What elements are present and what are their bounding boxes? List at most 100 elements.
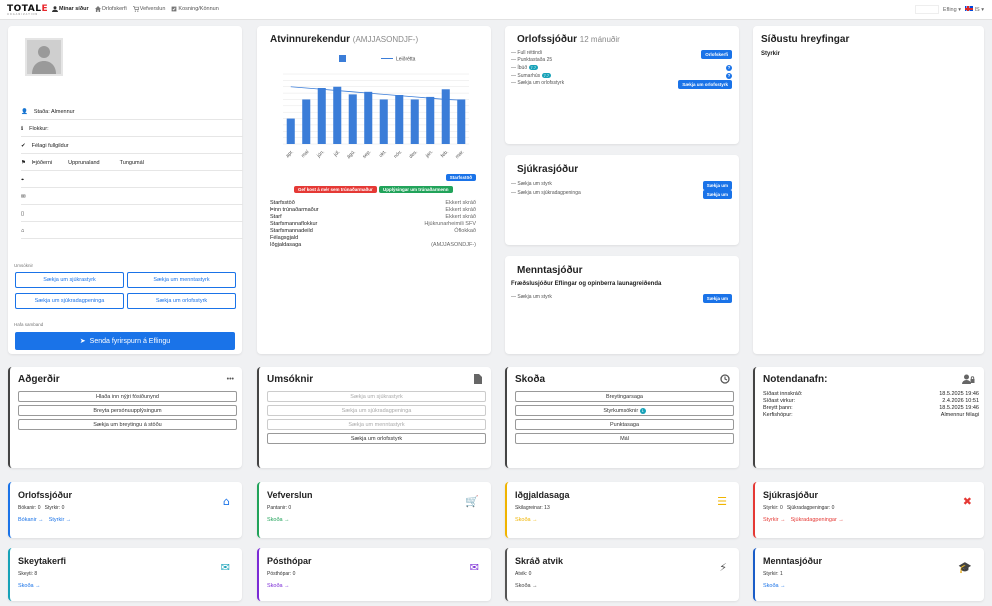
info-row: Kerfishópur: Almennur félagi [763, 412, 979, 418]
recent-subtitle: Styrkir [761, 51, 781, 57]
change-status-button[interactable]: Sækja um breytingu á stöðu [18, 419, 237, 430]
tile-links: Skoða → [18, 583, 41, 589]
tile-link[interactable]: Skoða → [763, 583, 786, 589]
skoda-buttons: Breytingarsaga Styrkumsóknir 1 Punktasag… [515, 391, 734, 447]
styrkumsoknir-button[interactable]: Styrkumsóknir 1 [515, 405, 734, 416]
avatar[interactable] [25, 38, 63, 76]
orlofskerfi-button[interactable]: Orlofskerfi [701, 50, 732, 59]
agerdir-title: Aðgerðir [18, 374, 60, 385]
more-icon[interactable]: ••• [226, 376, 234, 383]
tile-link[interactable]: Bókanir → [18, 517, 44, 523]
tile-skeytakerfi: Skeytakerfi ✉ Skeyti: 8 Skoða → [8, 548, 242, 601]
tile-i-gjaldasaga: Iðgjaldasaga ☰ Skilagreinar: 13 Skoða → [505, 482, 739, 538]
umsokn-menntastyrk-button[interactable]: Sækja um menntastyrk [267, 419, 486, 430]
tile-title: Sjúkrasjóður [763, 490, 819, 500]
orlof-title: Orlofssjóður 12 mánuðir [517, 34, 620, 45]
tile-title: Iðgjaldasaga [515, 490, 570, 500]
user-box[interactable] [914, 5, 939, 14]
phone-icon: ▯ [21, 211, 25, 217]
breytingarsaga-button[interactable]: Breytingarsaga [515, 391, 734, 402]
graduation-icon: 🎓 [958, 561, 972, 574]
logo[interactable]: TOTALE ORGANIZATION [7, 4, 49, 16]
profile-row-bank: ⌂ [21, 224, 243, 239]
nav-minar-sidur[interactable]: Mínar síður [52, 6, 89, 12]
chart-bar [379, 99, 388, 144]
close-circle-icon: ✖ [962, 495, 972, 508]
chart-bar [317, 88, 326, 144]
sumarhus-badge: 7.7 [541, 73, 552, 78]
tile-p-sth-par: Pósthópar ✉ Pósthópar: 0 Skoða → [257, 548, 491, 601]
btn-menntastyrk[interactable]: Sækja um menntastyrk [127, 272, 236, 288]
chart-bar [410, 99, 419, 144]
sjukra-rows: — Sækja um styrk Sækja um — Sækja um sjúk… [511, 181, 732, 199]
profile-row-phone: ▯ [21, 207, 243, 222]
trunadarmenn-info-button[interactable]: Upplýsingar um trúnaðarmenn [379, 186, 453, 193]
starfsstod-button[interactable]: Starfsstöð [445, 174, 476, 181]
btn-sjukrastyrk[interactable]: Sækja um sjúkrastyrk [15, 272, 124, 288]
tile-link[interactable]: Styrkir → [763, 517, 786, 523]
orlofsstyrk-button[interactable]: Sækja um orlofsstyrk [678, 80, 732, 89]
home-icon [94, 6, 101, 12]
bolt-icon: ⚡ [719, 561, 727, 574]
umsokn-sjukradagpeningar-button[interactable]: Sækja um sjúkradagpeninga [267, 405, 486, 416]
lang-menu[interactable]: IS ▾ [964, 6, 984, 13]
mennta-card: Menntasjóður Fræðslusjóður Eflingar og o… [505, 256, 739, 354]
agerdir-buttons: Hlaða inn nýjri fósiðunynd Breyta persón… [18, 391, 237, 433]
tile-links: Skoða → [515, 517, 538, 523]
nav-vefverslun[interactable]: Vefverslun [132, 6, 165, 12]
trunadarmadur-offer-button[interactable]: Gef kost á mér sem trúnaðarmaður [294, 186, 377, 193]
tile-stats: Styrkir: 1 [763, 571, 783, 577]
bank-icon: ⌂ [21, 228, 25, 234]
tile-link[interactable]: Skoða → [267, 583, 290, 589]
x-tick-label: okt. [378, 149, 388, 159]
umsokn-orlofsstyrk-button[interactable]: Sækja um orlofsstyrk [267, 433, 486, 444]
info-row: Breytt þann: 18.5.2025 19:46 [763, 405, 979, 411]
tile-orlofssj-ur: Orlofssjóður ⌂ Bókanir: 0 Styrkir: 0 Bók… [8, 482, 242, 538]
notendanafn-card: Notendanafn: Síðast innskráð: 18.5.2025 1… [753, 367, 984, 468]
mal-button[interactable]: Mál [515, 433, 734, 444]
skoda-card: Skoða Breytingarsaga Styrkumsóknir 1 Pun… [505, 367, 739, 468]
history-icon [720, 374, 730, 384]
list-icon: ☰ [717, 495, 727, 508]
sjukra-dagpeningar-button[interactable]: Sækja um [702, 190, 732, 199]
help-icon[interactable]: ? [726, 64, 732, 71]
btn-sjukradagpeningar[interactable]: Sækja um sjúkradagpeninga [15, 293, 124, 309]
home-icon: ⌂ [223, 495, 230, 508]
tile-link[interactable]: Skoða → [267, 517, 290, 523]
nav-orlofskerfi[interactable]: Orlofskerfi [94, 6, 127, 12]
btn-orlofsstyrk[interactable]: Sækja um orlofsstyrk [127, 293, 236, 309]
send-inquiry-button[interactable]: ➤ Senda fyrirspurn á Eflingu [15, 332, 235, 350]
x-tick-label: nóv. [393, 149, 404, 160]
tile-link[interactable]: Skoða → [18, 583, 41, 589]
help-icon[interactable]: ? [726, 72, 732, 79]
profile-row-flokkur: ℹ Flokkur: [21, 122, 243, 137]
top-nav: Mínar síður Orlofskerfi Vefverslun Kosni… [52, 6, 219, 12]
umsokn-sjukrastyrk-button[interactable]: Sækja um sjúkrastyrk [267, 391, 486, 402]
org-menu[interactable]: Efling ▾ [942, 6, 961, 13]
mennta-row-styrk: — Sækja um styrk Sækja um [511, 294, 732, 303]
info-icon: ℹ [21, 126, 24, 132]
tile-stats: Bókanir: 0 Styrkir: 0 [18, 505, 65, 511]
orlof-card: Orlofssjóður 12 mánuðir — Full réttindi O… [505, 26, 739, 144]
legend-bar-swatch [339, 55, 346, 62]
edit-personal-info-button[interactable]: Breyta persónuupplýsingum [18, 405, 237, 416]
email-icon: ✉ [21, 194, 26, 200]
punktasaga-button[interactable]: Punktasaga [515, 419, 734, 430]
sjukra-styrk-button[interactable]: Sækja um [702, 181, 732, 190]
detail-row: Starfsstöð Ekkert skráð [270, 200, 476, 206]
styrkumsoknir-badge: 1 [639, 407, 646, 414]
nav-kosning[interactable]: Kosning/Könnun [171, 6, 219, 12]
tile-link[interactable]: Sjúkradagpeningar → [790, 517, 844, 523]
employers-title: Atvinnurekendur (AMJJASONDJF-) [270, 34, 419, 45]
mennta-styrk-button[interactable]: Sækja um [702, 294, 732, 303]
tile-link[interactable]: Skoða → [515, 583, 538, 589]
mennta-rows: — Sækja um styrk Sækja um [511, 294, 732, 303]
tile-link[interactable]: Styrkir → [48, 517, 72, 523]
chart-bar [457, 99, 466, 144]
recent-card: Síðustu hreyfingar Styrkir [753, 26, 984, 354]
detail-row: Starf Ekkert skráð [270, 214, 476, 220]
tile-link[interactable]: Skoða → [515, 517, 538, 523]
upload-photo-button[interactable]: Hlaða inn nýjri fósiðunynd [18, 391, 237, 402]
tile-vefverslun: Vefverslun 🛒 Pantanir: 0 Skoða → [257, 482, 491, 538]
chart-bar [441, 89, 450, 144]
